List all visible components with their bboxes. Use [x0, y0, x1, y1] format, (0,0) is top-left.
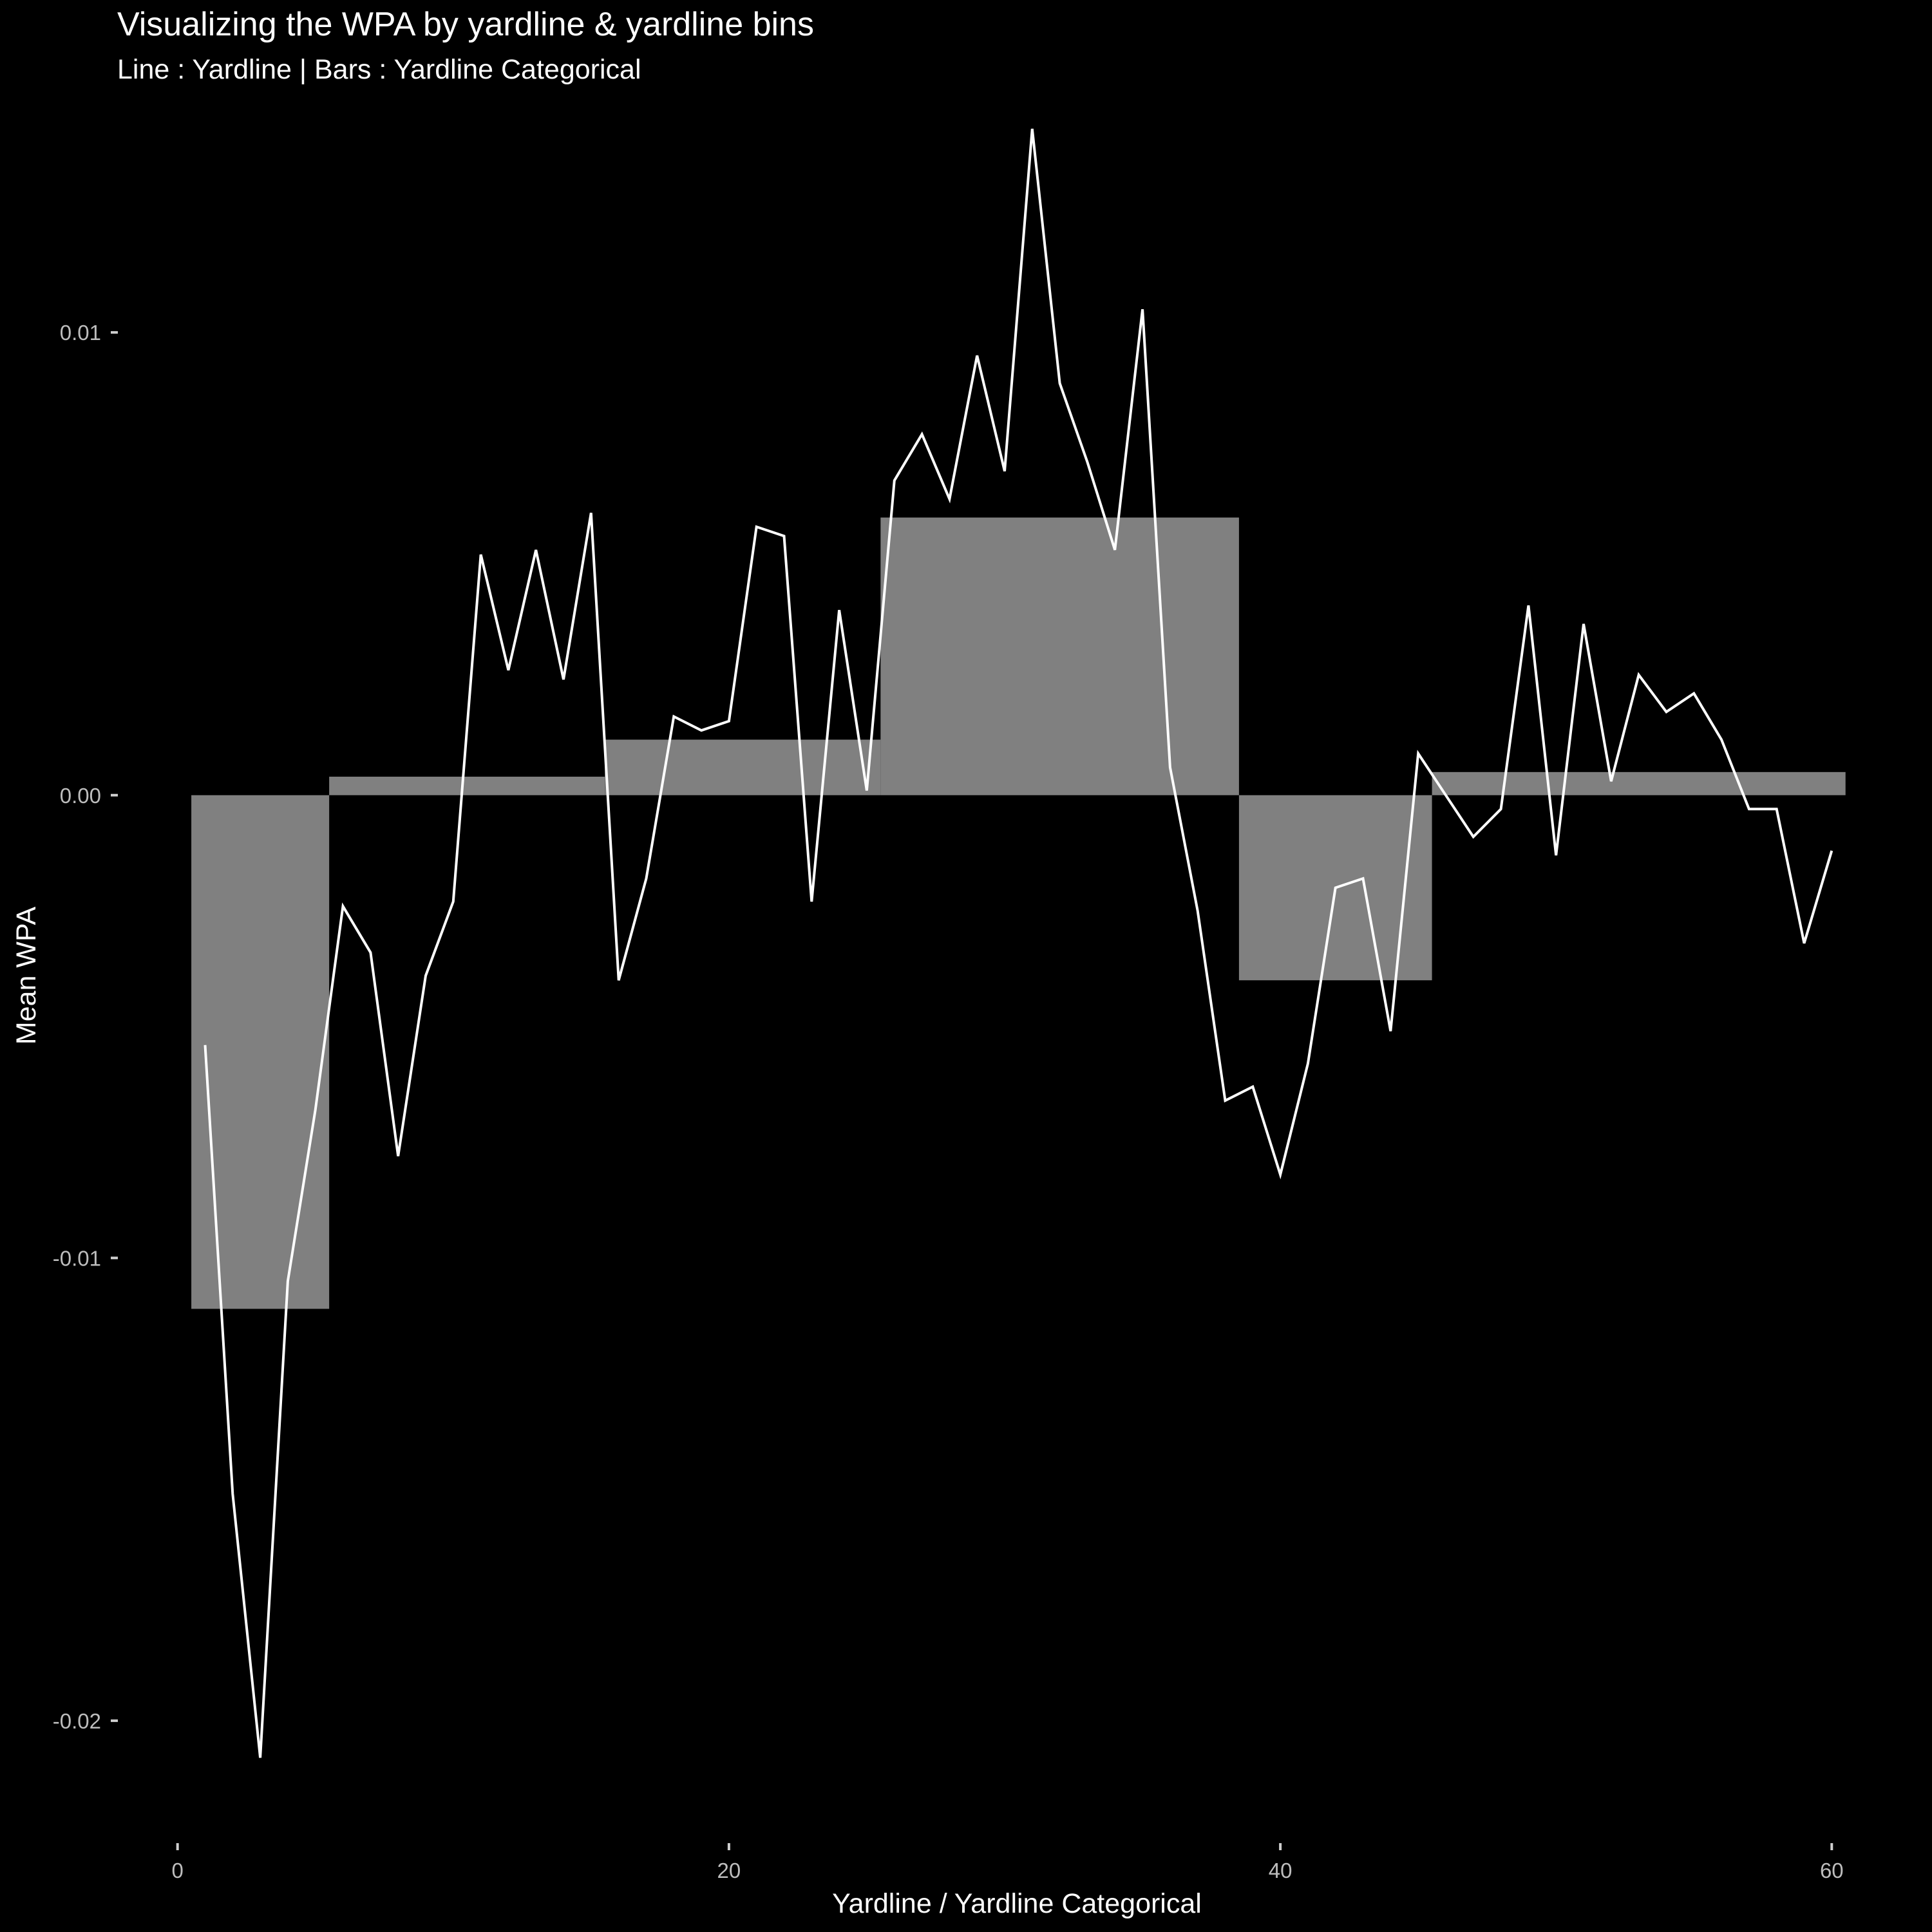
bar-bin-1: [191, 795, 330, 1309]
x-tick-label: 60: [1820, 1859, 1844, 1882]
y-axis-title: Mean WPA: [11, 907, 42, 1045]
line-layer: [204, 128, 1833, 1758]
yardline-series-line: [204, 128, 1833, 1758]
y-axis: -0.02 -0.01 0.00 0.01: [53, 321, 118, 1733]
y-tick-label: -0.02: [53, 1709, 101, 1733]
y-tick-label: 0.00: [60, 784, 101, 808]
x-tick-label: 20: [717, 1859, 741, 1882]
x-axis: 0 20 40 60: [172, 1843, 1844, 1882]
bar-bin-2: [329, 777, 605, 795]
x-tick-label: 0: [172, 1859, 184, 1882]
x-axis-title: Yardline / Yardline Categorical: [832, 1888, 1202, 1919]
y-tick-label: 0.01: [60, 321, 101, 345]
x-tick-label: 40: [1269, 1859, 1293, 1882]
chart-subtitle: Line : Yardline | Bars : Yardline Catego…: [117, 54, 641, 85]
bar-bin-4: [880, 517, 1239, 795]
bars-layer: [191, 517, 1846, 1309]
bar-bin-6: [1432, 772, 1846, 795]
chart-title: Visualizing the WPA by yardline & yardli…: [117, 6, 814, 43]
bar-bin-3: [605, 739, 881, 795]
y-tick-label: -0.01: [53, 1246, 101, 1270]
